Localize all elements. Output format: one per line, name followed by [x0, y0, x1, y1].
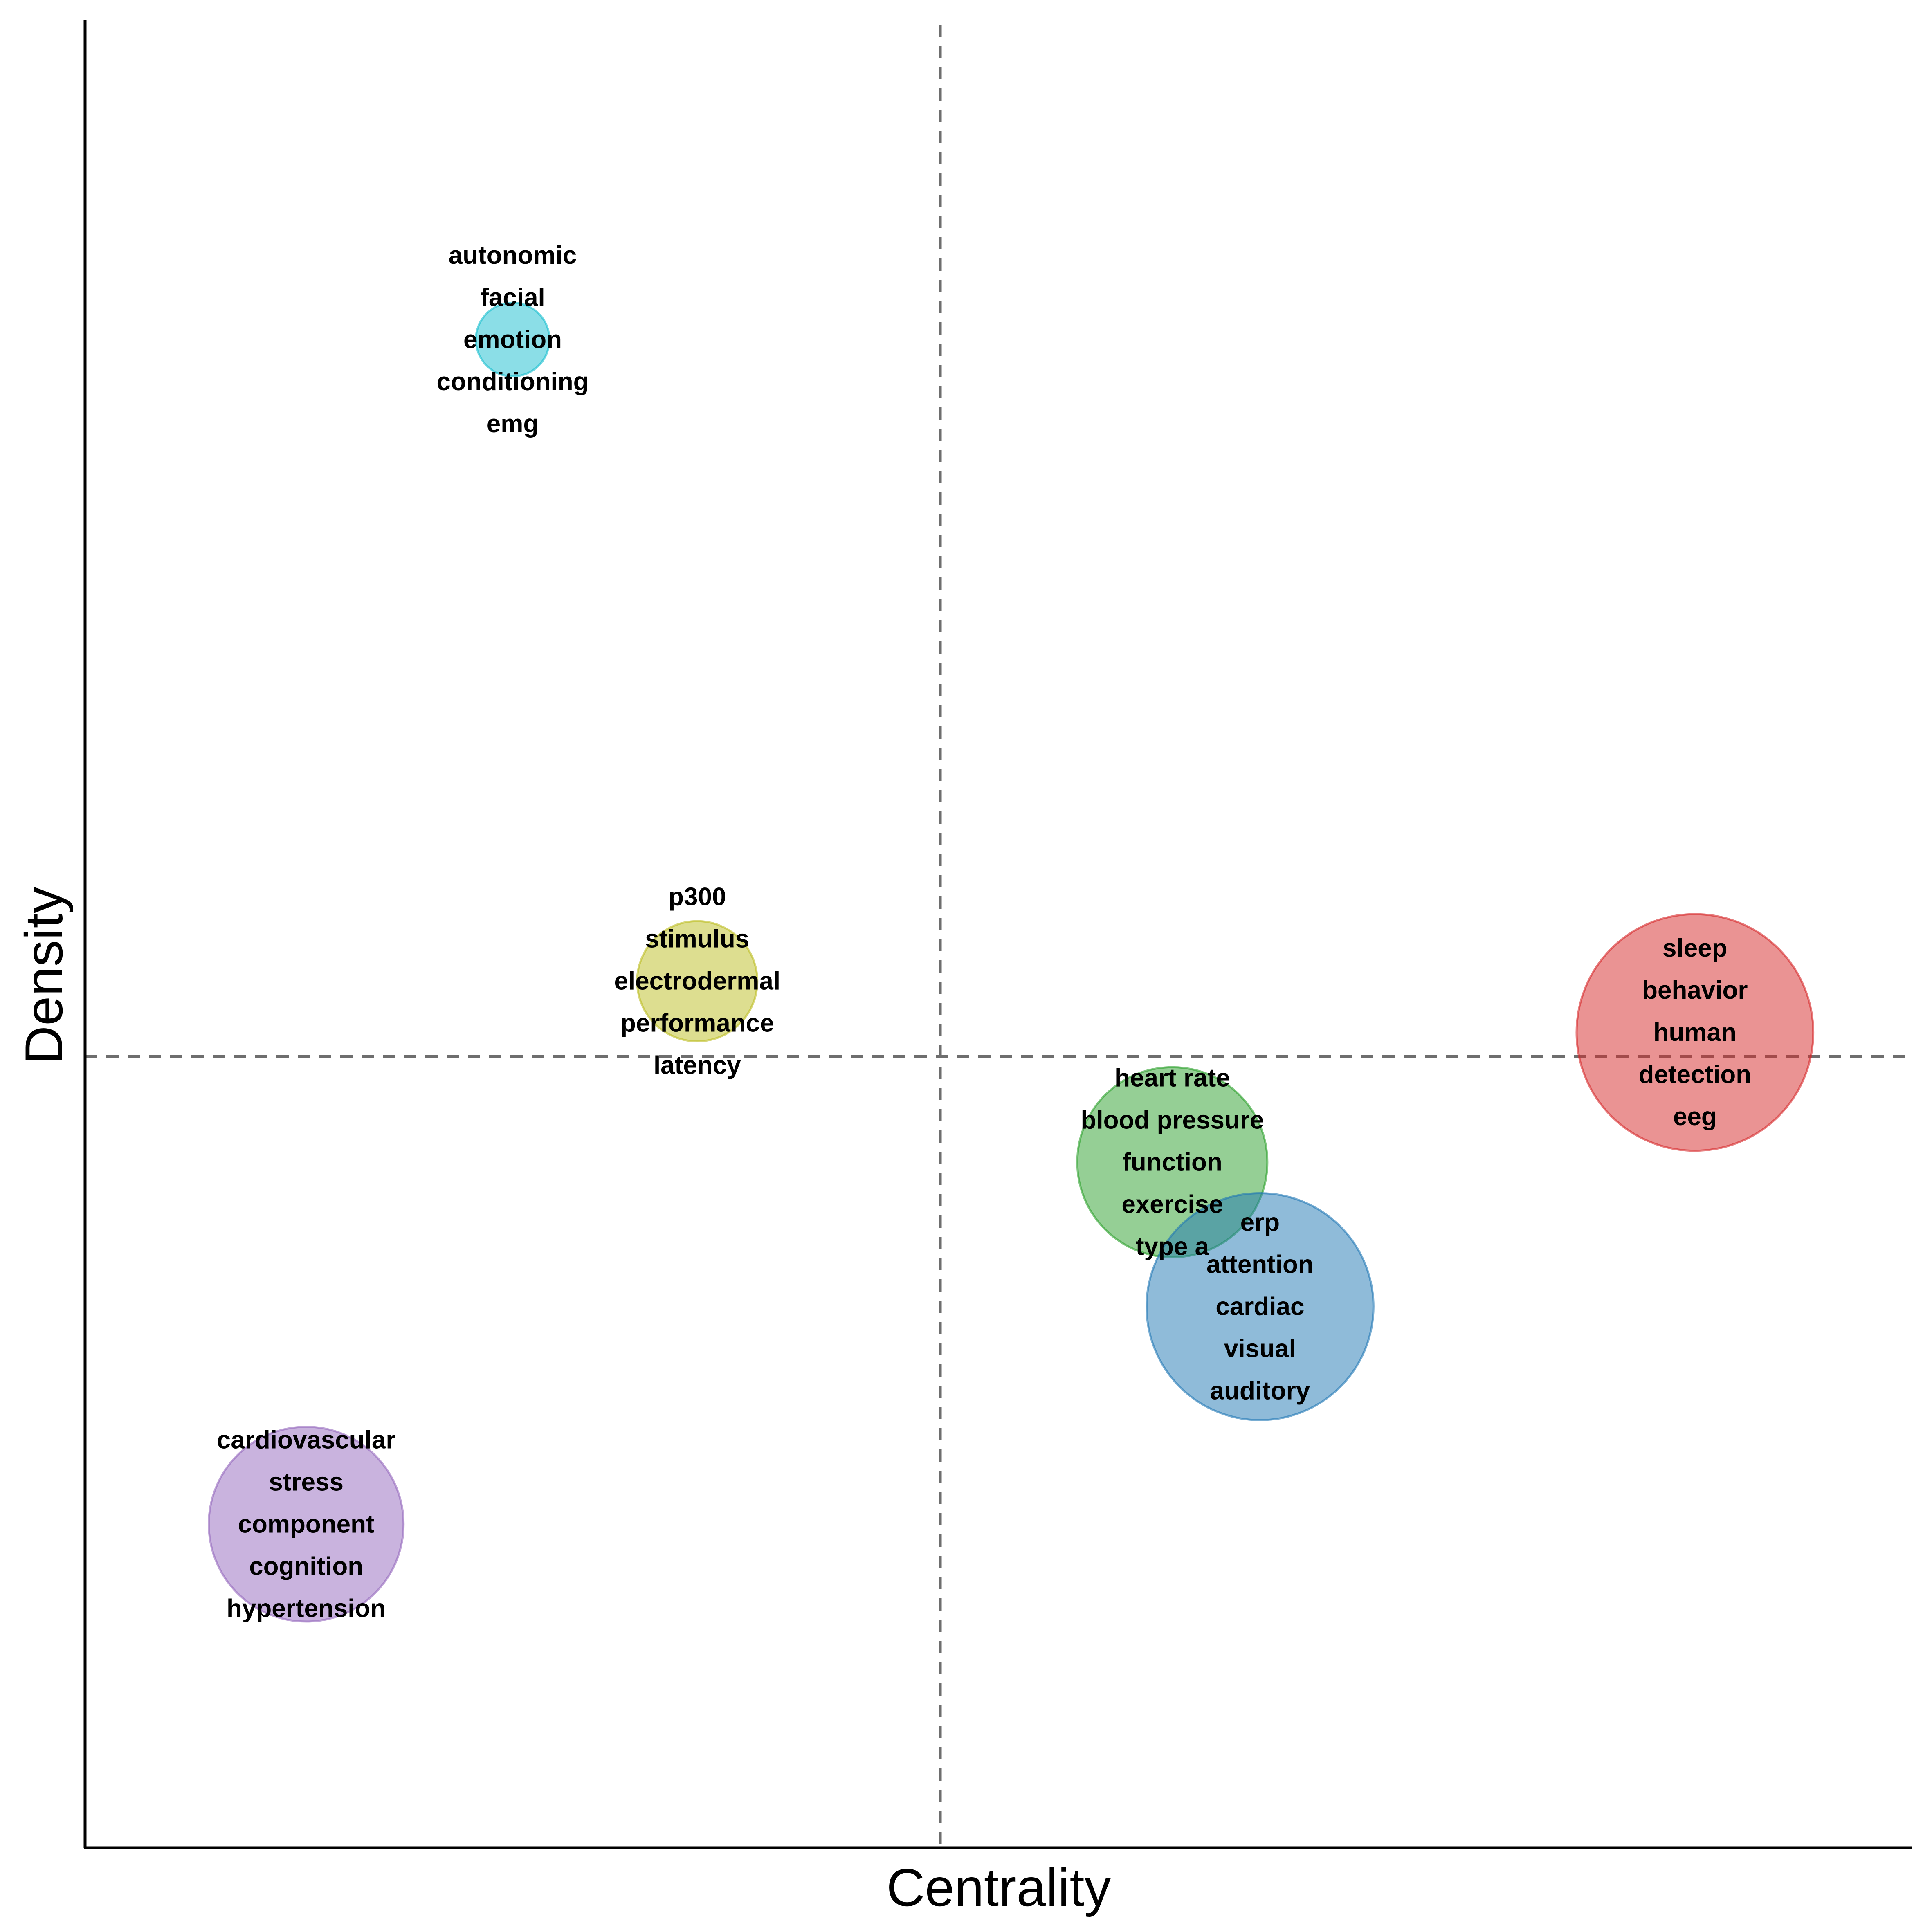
cluster-label: attention: [1206, 1250, 1314, 1278]
cluster-label: cognition: [249, 1552, 363, 1580]
x-axis-title: Centrality: [886, 1858, 1111, 1917]
cluster-label: component: [238, 1510, 375, 1538]
cluster-bubbles: [208, 301, 1815, 1623]
y-axis-title: Density: [14, 887, 74, 1064]
cluster-label: heart rate: [1114, 1064, 1230, 1092]
cluster-bubble: [636, 920, 759, 1042]
cluster-label: autonomic: [449, 241, 577, 270]
cluster-label: conditioning: [437, 368, 589, 396]
cluster-label: hypertension: [227, 1594, 386, 1622]
cluster-label: emg: [487, 410, 539, 438]
cluster-label: type a: [1136, 1232, 1209, 1260]
cluster-label: exercise: [1121, 1190, 1223, 1218]
cluster-label: blood pressure: [1081, 1106, 1264, 1134]
cluster-label: facial: [480, 283, 545, 312]
cluster-label: electrodermal: [614, 967, 780, 995]
cluster-label: p300: [668, 883, 726, 911]
cluster-bubble: [1146, 1192, 1375, 1421]
cluster-labels: autonomic facial emotion conditioning emg p30…: [217, 241, 1751, 1623]
cluster-bubble: [1575, 913, 1815, 1152]
cluster-bubble: [208, 1426, 405, 1623]
cluster-label: detection: [1639, 1060, 1752, 1089]
cluster-label: auditory: [1210, 1377, 1310, 1405]
cluster-label: eeg: [1673, 1103, 1717, 1131]
cluster-label: behavior: [1642, 976, 1748, 1004]
cluster-label: emotion: [463, 326, 562, 354]
axes: [83, 20, 1912, 1849]
cluster-label: human: [1653, 1018, 1737, 1047]
cluster-label: visual: [1224, 1334, 1296, 1363]
cluster-label: stimulus: [645, 925, 749, 953]
cluster-label: erp: [1240, 1208, 1280, 1236]
cluster-label: performance: [620, 1009, 774, 1038]
cluster-label: latency: [654, 1051, 741, 1080]
cluster-label: sleep: [1662, 934, 1728, 962]
cluster-label: stress: [269, 1468, 344, 1496]
cluster-label: cardiac: [1215, 1292, 1304, 1321]
reference-lines: [85, 25, 1912, 1848]
cluster-label: cardiovascular: [217, 1426, 396, 1454]
cluster-label: function: [1122, 1148, 1222, 1176]
cluster-bubble: [475, 301, 551, 377]
